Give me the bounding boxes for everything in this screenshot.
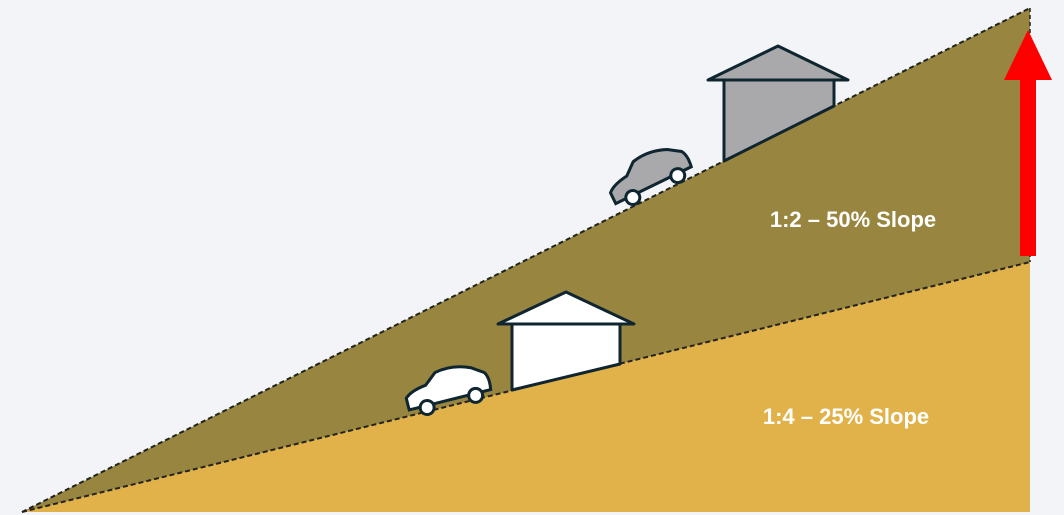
steep-line — [21, 7, 1031, 513]
arrow-head — [1004, 30, 1052, 80]
car-gentle — [404, 365, 493, 417]
house-steep — [706, 44, 850, 163]
house-gentle — [496, 290, 636, 392]
gentle-label: 1:4 – 25% Slope — [763, 404, 929, 429]
arrow-shaft — [1020, 78, 1036, 256]
gentle-line — [21, 261, 1031, 513]
steep-label: 1:2 – 50% Slope — [770, 207, 936, 232]
car-steep — [608, 148, 694, 207]
